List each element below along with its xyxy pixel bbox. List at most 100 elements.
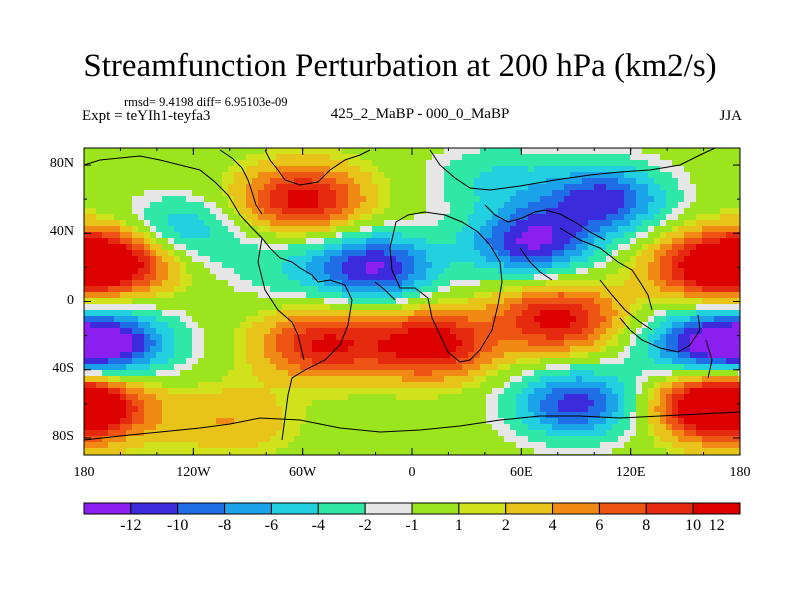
field-cell [390, 382, 397, 389]
field-cell [300, 250, 307, 257]
field-cell [228, 310, 235, 317]
field-cell [324, 334, 331, 341]
field-cell [396, 370, 403, 377]
field-cell [378, 244, 385, 251]
field-cell [150, 244, 157, 251]
field-cell [480, 214, 487, 221]
field-cell [168, 286, 175, 293]
field-cell [414, 148, 421, 155]
field-cell [150, 340, 157, 347]
field-cell [132, 310, 139, 317]
field-cell [210, 376, 217, 383]
field-cell [186, 268, 193, 275]
field-cell [438, 430, 445, 437]
field-cell [288, 238, 295, 245]
field-cell [84, 340, 91, 347]
field-cell [540, 436, 547, 443]
field-cell [612, 226, 619, 233]
field-cell [120, 328, 127, 335]
field-cell [420, 214, 427, 221]
field-cell [300, 328, 307, 335]
field-cell [426, 274, 433, 281]
field-cell [102, 430, 109, 437]
field-cell [324, 430, 331, 437]
field-cell [234, 244, 241, 251]
field-cell [132, 370, 139, 377]
field-cell [216, 268, 223, 275]
field-cell [540, 172, 547, 179]
field-cell [258, 424, 265, 431]
field-cell [132, 190, 139, 197]
field-cell [174, 166, 181, 173]
field-cell [138, 214, 145, 221]
field-cell [258, 448, 265, 455]
field-cell [648, 262, 655, 269]
field-cell [270, 202, 277, 209]
field-cell [318, 400, 325, 407]
field-cell [570, 370, 577, 377]
field-cell [390, 448, 397, 455]
field-cell [534, 292, 541, 299]
field-cell [360, 304, 367, 311]
field-cell [360, 328, 367, 335]
field-cell [474, 172, 481, 179]
field-cell [588, 250, 595, 257]
field-cell [168, 316, 175, 323]
field-cell [294, 418, 301, 425]
field-cell [588, 178, 595, 185]
field-cell [366, 328, 373, 335]
field-cell [600, 442, 607, 449]
field-cell [114, 394, 121, 401]
field-cell [390, 424, 397, 431]
field-cell [534, 304, 541, 311]
field-cell [204, 262, 211, 269]
field-cell [522, 346, 529, 353]
field-cell [150, 160, 157, 167]
field-cell [138, 286, 145, 293]
field-cell [270, 178, 277, 185]
field-cell [162, 286, 169, 293]
field-cell [558, 412, 565, 419]
field-cell [576, 304, 583, 311]
field-cell [402, 172, 409, 179]
field-cell [240, 214, 247, 221]
field-cell [522, 244, 529, 251]
field-cell [408, 400, 415, 407]
field-cell [582, 220, 589, 227]
field-cell [198, 268, 205, 275]
field-cell [300, 172, 307, 179]
field-cell [378, 250, 385, 257]
field-cell [162, 166, 169, 173]
field-cell [228, 292, 235, 299]
field-cell [108, 430, 115, 437]
field-cell [438, 232, 445, 239]
field-cell [414, 358, 421, 365]
field-cell [570, 178, 577, 185]
field-cell [540, 310, 547, 317]
field-cell [138, 406, 145, 413]
field-cell [132, 160, 139, 167]
field-cell [102, 388, 109, 395]
field-cell [594, 280, 601, 287]
field-cell [270, 370, 277, 377]
field-cell [468, 202, 475, 209]
field-cell [594, 352, 601, 359]
field-cell [588, 400, 595, 407]
field-cell [348, 166, 355, 173]
field-cell [180, 436, 187, 443]
field-cell [504, 220, 511, 227]
field-cell [258, 364, 265, 371]
field-cell [282, 220, 289, 227]
field-cell [432, 412, 439, 419]
field-cell [444, 448, 451, 455]
field-cell [276, 160, 283, 167]
field-cell [390, 322, 397, 329]
field-cell [342, 232, 349, 239]
field-cell [432, 178, 439, 185]
field-cell [324, 304, 331, 311]
field-cell [198, 274, 205, 281]
field-cell [462, 436, 469, 443]
field-cell [510, 178, 517, 185]
field-cell [138, 340, 145, 347]
field-cell [618, 256, 625, 263]
